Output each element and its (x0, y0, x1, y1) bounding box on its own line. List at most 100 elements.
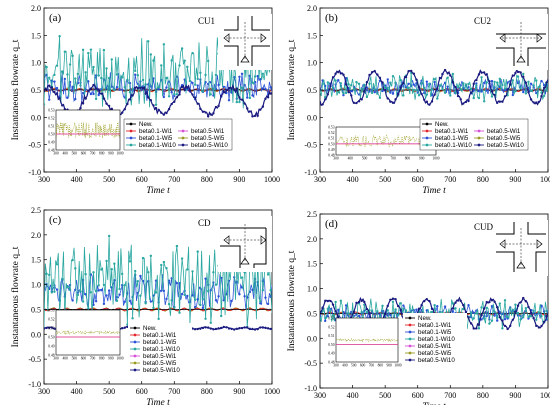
inset-x-tick-label: 600 (81, 152, 87, 156)
inset-x-tick-label: 800 (99, 152, 105, 156)
series-point-beta0.1-Wi10 (235, 100, 239, 104)
series-point-beta0.1-Wi10 (191, 51, 194, 55)
series-point-beta0.1-Wi10 (449, 94, 452, 97)
series-point-beta0.5-Wi10 (391, 297, 395, 300)
series-point-beta0.5-Wi10 (451, 80, 455, 84)
series-point-beta0.5-Wi10 (222, 90, 225, 93)
series-point-beta0.1-Wi5 (443, 305, 447, 308)
series-point-beta0.1-Wi10 (261, 72, 265, 76)
series-point-beta0.1-Wi10 (48, 76, 51, 80)
series-point-beta0.1-Wi10 (134, 69, 137, 73)
series-point-beta0.1-Wi5 (149, 300, 153, 303)
series-point-beta0.1-Wi10 (415, 88, 418, 92)
flow-arrow-icon (516, 55, 526, 63)
series-point-beta0.1-Wi10 (503, 87, 507, 90)
inset-x-tick-label: 500 (72, 152, 78, 156)
legend-marker (133, 354, 137, 358)
series-point-beta0.1-Wi10 (178, 311, 181, 314)
series-point-beta0.1-Wi10 (516, 311, 520, 315)
series-point-beta0.1-Wi10 (212, 87, 215, 91)
series-point-beta0.5-Wi10 (84, 97, 87, 100)
series-point-beta0.5-Wi10 (266, 96, 270, 99)
legend-marker (408, 344, 412, 348)
series-point-beta0.1-Wi10 (94, 97, 98, 101)
panel-label: (b) (325, 12, 338, 24)
y-tick-label: 1.0 (31, 281, 41, 290)
y-tick-label: 2.0 (31, 4, 41, 13)
series-point-beta0.1-Wi5 (89, 92, 93, 96)
series-point-beta0.1-Wi10 (493, 80, 496, 84)
series-point-beta0.1-Wi5 (55, 288, 59, 291)
series-point-beta0.5-Wi10 (222, 325, 225, 329)
series-point-beta0.1-Wi10 (480, 306, 483, 309)
x-tick-label: 900 (509, 391, 521, 400)
geometry-schematic (218, 14, 272, 70)
series-point-beta0.1-Wi5 (264, 296, 267, 299)
legend-marker (133, 340, 137, 344)
x-tick-label: 600 (412, 175, 424, 184)
series-point-beta0.5-Wi10 (509, 324, 512, 328)
x-axis-label: Time t (422, 402, 446, 405)
inset-y-tick-label: 0.48 (328, 361, 334, 365)
series-point-beta0.1-Wi10 (456, 86, 460, 89)
series-point-beta0.1-Wi10 (509, 307, 512, 310)
y-tick-label: 1.0 (307, 59, 317, 68)
series-point-beta0.1-Wi10 (136, 74, 140, 77)
geometry-schematic (494, 14, 548, 70)
series-point-beta0.1-Wi10 (540, 314, 543, 318)
series-point-beta0.5-Wi10 (532, 316, 535, 320)
series-point-beta0.1-Wi10 (399, 302, 402, 305)
series-point-beta0.1-Wi10 (199, 303, 202, 307)
y-tick-label: 1.0 (307, 285, 317, 294)
series-point-beta0.5-Wi10 (149, 99, 153, 102)
series-point-beta0.1-Wi10 (344, 91, 348, 95)
series-point-beta0.1-Wi10 (79, 84, 82, 87)
geometry-label: CU1 (198, 16, 215, 26)
legend-marker (129, 129, 133, 133)
series-point-beta0.1-Wi10 (443, 91, 447, 94)
series-point-beta0.1-Wi10 (535, 318, 538, 321)
series-point-beta0.1-Wi5 (55, 86, 59, 90)
series-point-beta0.1-Wi5 (269, 86, 272, 89)
series-point-beta0.1-Wi10 (391, 300, 395, 304)
series-point-beta0.1-Wi5 (490, 304, 494, 308)
series-point-beta0.1-Wi5 (186, 88, 189, 91)
series-point-beta0.1-Wi5 (53, 80, 56, 83)
x-tick-label: 700 (168, 387, 180, 396)
series-point-beta0.1-Wi10 (532, 84, 535, 87)
legend-label: beta0.5-Wi5 (143, 360, 177, 367)
series-point-beta0.5-Wi10 (522, 296, 525, 300)
series-point-beta0.5-Wi10 (467, 99, 470, 103)
series-point-beta0.5-Wi10 (420, 303, 423, 307)
series-point-beta0.1-Wi10 (347, 83, 350, 86)
series-point-beta0.5-Wi10 (58, 97, 61, 100)
series-point-beta0.5-Wi10 (456, 299, 460, 302)
series-point-beta0.5-Wi10 (235, 327, 239, 331)
panel-b: 3004005006007008009001000-1.0-0.50.00.51… (286, 4, 550, 196)
series-point-beta0.1-Wi10 (162, 43, 166, 46)
series-point-beta0.5-Wi10 (334, 310, 337, 313)
legend-marker (408, 351, 412, 355)
series-point-beta0.1-Wi5 (97, 289, 100, 292)
series-point-beta0.5-Wi10 (394, 98, 397, 101)
legend-marker (477, 143, 481, 147)
series-point-beta0.5-Wi10 (524, 300, 528, 303)
series-point-beta0.1-Wi10 (493, 310, 496, 313)
series-point-beta0.1-Wi10 (74, 267, 77, 270)
series-point-beta0.5-Wi10 (511, 74, 515, 77)
series-point-beta0.1-Wi5 (94, 299, 98, 303)
inset-y-tick-label: 0.50 (328, 343, 334, 347)
series-point-beta0.1-Wi10 (115, 73, 119, 76)
series-point-beta0.1-Wi5 (87, 80, 90, 83)
series-point-beta0.1-Wi10 (238, 100, 241, 104)
inset-y-tick-label: 0.49 (328, 148, 334, 152)
series-point-beta0.1-Wi10 (360, 310, 363, 314)
series-point-beta0.5-Wi10 (545, 315, 548, 318)
flow-arrow-icon (536, 239, 543, 249)
series-point-beta0.1-Wi10 (417, 94, 421, 97)
series-point-beta0.1-Wi10 (467, 82, 470, 86)
series-point-beta0.5-Wi10 (320, 101, 322, 104)
series-point-beta0.5-Wi10 (123, 326, 126, 329)
series-point-beta0.5-Wi10 (501, 319, 504, 322)
x-tick-label: 600 (136, 387, 148, 396)
